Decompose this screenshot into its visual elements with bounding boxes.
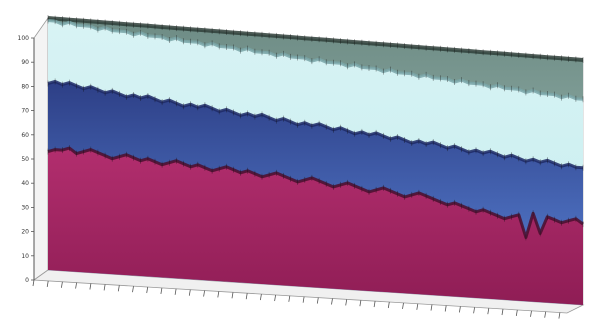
y-tick-label-1: 10 (21, 253, 29, 260)
x-tick-mark-52 (402, 302, 404, 309)
x-tick-mark-18 (160, 287, 163, 294)
x-tick-mark-64 (487, 308, 490, 315)
x-tick-mark-56 (430, 304, 433, 311)
x-tick-mark-50 (387, 301, 390, 309)
x-tick-mark-24 (203, 290, 205, 297)
x-tick-mark-32 (260, 294, 262, 301)
x-tick-mark-22 (188, 289, 191, 296)
series-area-0 (48, 148, 583, 305)
x-tick-mark-12 (117, 285, 120, 292)
y-tick-label-0: 0 (25, 277, 29, 284)
x-tick-mark-30 (245, 293, 248, 300)
y-tick-label-9: 90 (21, 59, 29, 66)
x-tick-mark-28 (231, 292, 234, 299)
x-tick-mark-42 (331, 298, 333, 305)
x-tick-mark-14 (132, 286, 134, 293)
x-tick-mark-8 (89, 283, 92, 290)
x-tick-mark-6 (75, 282, 77, 289)
x-tick-mark-68 (515, 309, 518, 316)
x-tick-mark-54 (416, 303, 419, 310)
y-tick-label-3: 30 (21, 204, 29, 211)
y-tick-label-2: 20 (21, 229, 29, 236)
y-tick-label-5: 50 (21, 156, 29, 163)
x-tick-mark-40 (316, 297, 319, 304)
y-tick-label-6: 60 (21, 132, 29, 139)
y-tick-label-7: 70 (21, 108, 29, 115)
x-tick-mark-74 (558, 312, 561, 319)
series-layer (47, 15, 584, 305)
series-ridge-2 (47, 19, 584, 101)
x-tick-mark-2 (46, 280, 49, 287)
ticks-layer: 0 10 20 30 40 50 60 70 80 90 100 (18, 35, 561, 319)
x-tick-mark-10 (103, 284, 106, 291)
x-tick-mark-44 (345, 299, 348, 306)
x-tick-mark-46 (359, 300, 362, 307)
chart-side-wall (33, 16, 49, 281)
x-tick-mark-26 (217, 291, 220, 298)
x-tick-mark-70 (530, 310, 532, 317)
x-tick-mark-48 (373, 301, 376, 308)
x-tick-mark-36 (288, 295, 291, 302)
x-tick-mark-20 (174, 288, 177, 295)
x-tick-mark-34 (274, 294, 276, 302)
x-tick-mark-66 (501, 308, 504, 316)
y-tick-label-10: 100 (18, 35, 30, 42)
x-tick-mark-16 (146, 286, 149, 294)
series-ridge-3 (47, 16, 584, 62)
x-tick-mark-38 (302, 296, 305, 303)
series-ridge-0 (47, 146, 584, 239)
series-ridge-1 (47, 80, 584, 170)
x-tick-mark-0 (32, 279, 35, 287)
y-tick-label-4: 40 (21, 180, 29, 187)
x-tick-mark-62 (473, 307, 475, 314)
x-tick-mark-60 (459, 306, 461, 313)
x-tick-mark-72 (544, 311, 547, 318)
x-tick-mark-58 (444, 305, 447, 312)
y-tick-label-8: 80 (21, 83, 29, 90)
x-tick-mark-4 (61, 281, 63, 288)
